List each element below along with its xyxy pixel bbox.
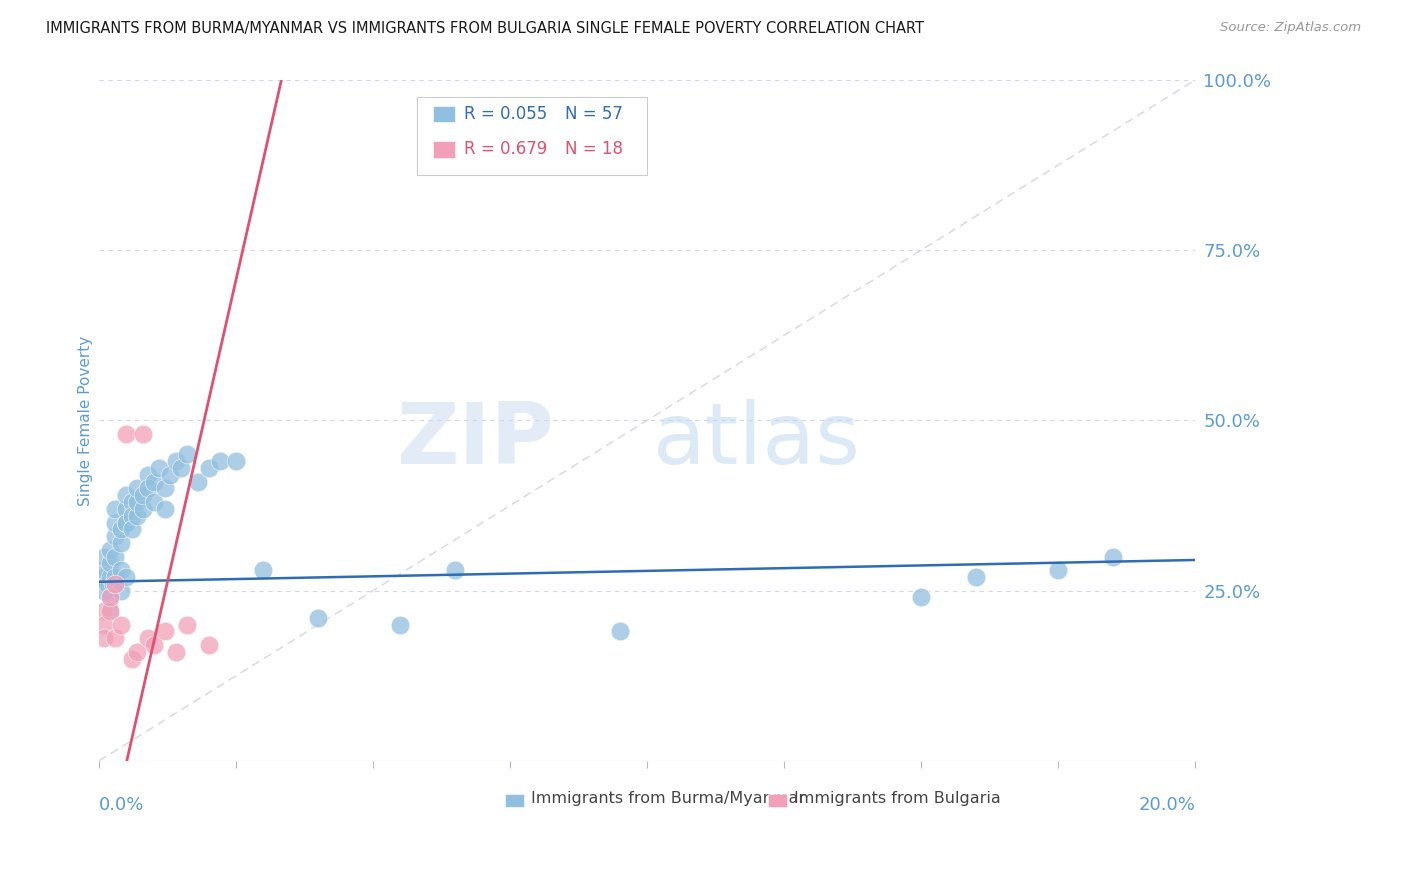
Point <box>153 624 176 639</box>
Point <box>93 604 115 618</box>
Point <box>142 475 165 489</box>
Point <box>93 617 115 632</box>
Point <box>121 508 143 523</box>
Point <box>170 461 193 475</box>
Point <box>197 638 219 652</box>
Text: IMMIGRANTS FROM BURMA/MYANMAR VS IMMIGRANTS FROM BULGARIA SINGLE FEMALE POVERTY : IMMIGRANTS FROM BURMA/MYANMAR VS IMMIGRA… <box>46 21 924 37</box>
Point <box>127 508 149 523</box>
Point <box>187 475 209 489</box>
Point <box>115 516 138 530</box>
Point <box>252 563 274 577</box>
Point <box>225 454 247 468</box>
Point <box>148 461 170 475</box>
Point <box>389 617 412 632</box>
Text: R = 0.679: R = 0.679 <box>464 140 547 159</box>
Point <box>115 427 138 442</box>
Point <box>307 611 329 625</box>
Point <box>93 563 115 577</box>
Text: N = 18: N = 18 <box>565 140 623 159</box>
Point <box>110 617 132 632</box>
Point <box>121 522 143 536</box>
Text: 0.0%: 0.0% <box>98 797 145 814</box>
Point <box>910 591 932 605</box>
Bar <box>505 794 524 807</box>
Point <box>197 461 219 475</box>
Point <box>127 645 149 659</box>
Point <box>110 522 132 536</box>
Text: R = 0.055: R = 0.055 <box>464 105 547 123</box>
Point <box>115 488 138 502</box>
Point <box>98 542 121 557</box>
Point <box>104 570 127 584</box>
Text: Immigrants from Burma/Myanmar: Immigrants from Burma/Myanmar <box>531 791 806 806</box>
Point <box>132 427 155 442</box>
Point <box>110 563 132 577</box>
Text: ZIP: ZIP <box>396 400 554 483</box>
Point <box>98 604 121 618</box>
Point <box>115 502 138 516</box>
Point <box>110 536 132 550</box>
Point <box>104 502 127 516</box>
Text: Immigrants from Bulgaria: Immigrants from Bulgaria <box>794 791 1001 806</box>
Text: atlas: atlas <box>652 400 860 483</box>
Point <box>1102 549 1125 564</box>
Point <box>142 638 165 652</box>
Point <box>136 482 159 496</box>
Point <box>98 591 121 605</box>
Point <box>965 570 987 584</box>
Point <box>93 570 115 584</box>
Y-axis label: Single Female Poverty: Single Female Poverty <box>79 335 93 506</box>
Point <box>98 557 121 571</box>
Point <box>136 632 159 646</box>
Point <box>93 549 115 564</box>
Point <box>104 529 127 543</box>
Point <box>93 632 115 646</box>
Point <box>165 645 187 659</box>
Point <box>165 454 187 468</box>
Point <box>127 495 149 509</box>
Bar <box>768 794 787 807</box>
Point <box>93 583 115 598</box>
Point <box>176 617 198 632</box>
Point <box>127 482 149 496</box>
Point <box>132 502 155 516</box>
Point <box>132 488 155 502</box>
Point <box>142 495 165 509</box>
Point <box>110 583 132 598</box>
Point <box>104 516 127 530</box>
Point <box>96 577 118 591</box>
Point <box>104 549 127 564</box>
Text: N = 57: N = 57 <box>565 105 623 123</box>
Point <box>136 467 159 482</box>
Point <box>159 467 181 482</box>
Point <box>98 604 121 618</box>
Point <box>115 570 138 584</box>
Point <box>101 577 124 591</box>
Point <box>104 632 127 646</box>
Point <box>176 447 198 461</box>
Point <box>121 495 143 509</box>
Point <box>444 563 467 577</box>
Bar <box>433 106 456 122</box>
Point <box>609 624 631 639</box>
Bar <box>433 141 456 158</box>
Point <box>153 482 176 496</box>
Point <box>98 570 121 584</box>
Point <box>1047 563 1070 577</box>
Point <box>153 502 176 516</box>
Text: Source: ZipAtlas.com: Source: ZipAtlas.com <box>1220 21 1361 35</box>
Point <box>121 651 143 665</box>
Point <box>104 577 127 591</box>
Point <box>208 454 231 468</box>
Text: 20.0%: 20.0% <box>1139 797 1195 814</box>
FancyBboxPatch shape <box>416 97 647 176</box>
Point <box>115 516 138 530</box>
Point <box>98 591 121 605</box>
